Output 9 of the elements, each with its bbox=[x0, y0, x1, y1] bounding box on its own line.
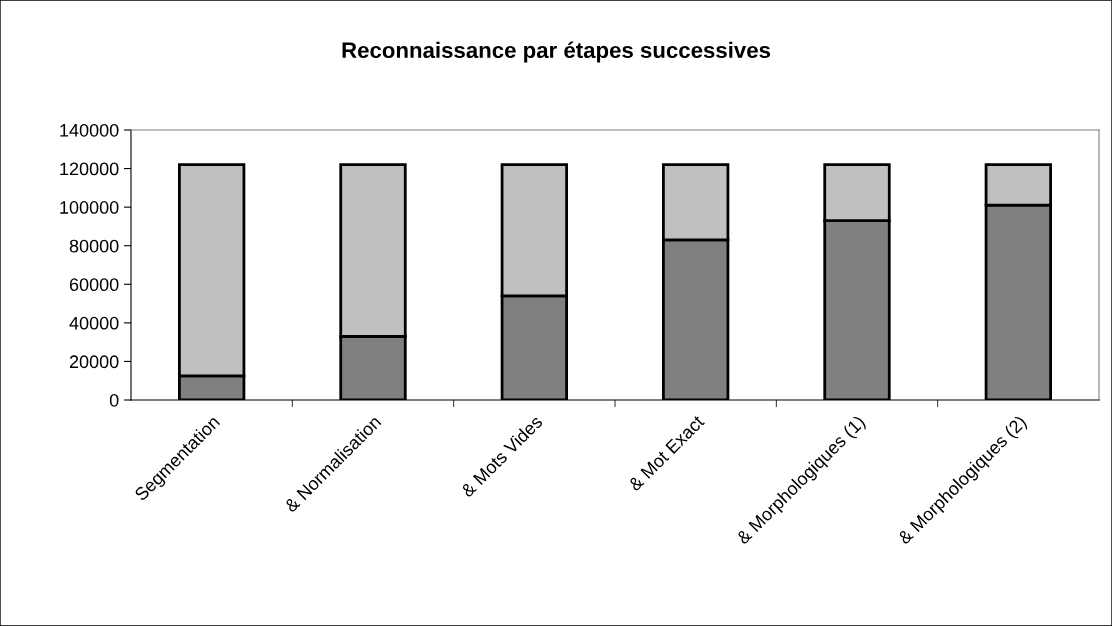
y-tick-label: 120000 bbox=[60, 162, 119, 176]
y-tick-label: 60000 bbox=[69, 278, 119, 292]
y-tick-label: 80000 bbox=[69, 239, 119, 253]
chart-title: Reconnaissance par étapes successives bbox=[342, 41, 771, 63]
y-tick-label: 0 bbox=[109, 393, 119, 407]
y-tick-label: 20000 bbox=[69, 355, 119, 369]
y-tick-label: 40000 bbox=[69, 316, 119, 330]
y-tick-label: 100000 bbox=[60, 201, 119, 214]
y-tick-label: 140000 bbox=[60, 123, 119, 137]
